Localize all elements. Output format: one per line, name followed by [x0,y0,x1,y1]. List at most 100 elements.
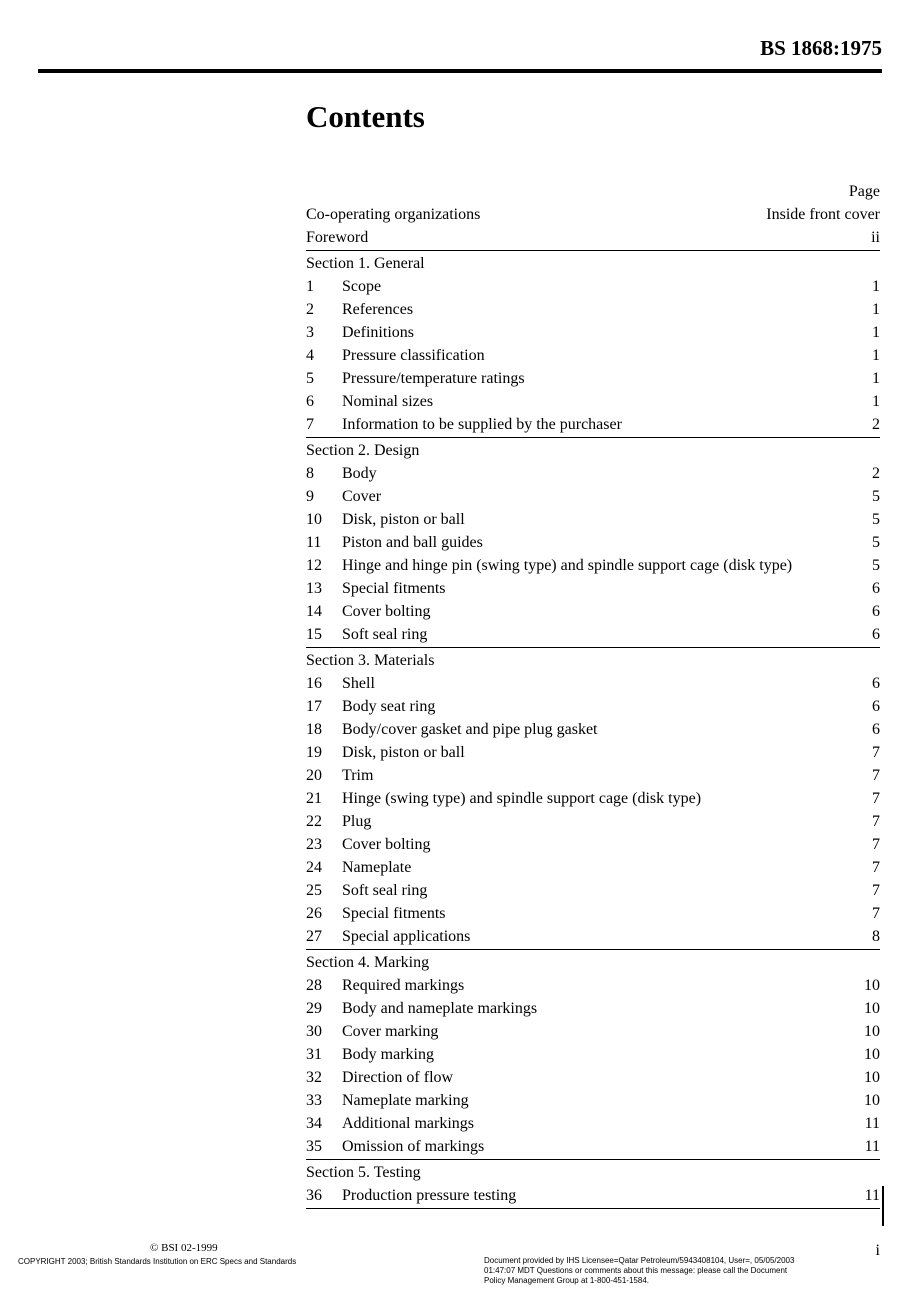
toc-item-label: Required markings [342,974,856,997]
footer-provider: Document provided by IHS Licensee=Qatar … [484,1256,794,1286]
toc-item-number: 4 [306,344,342,367]
toc-item-number: 3 [306,321,342,344]
toc-row: 11Piston and ball guides5 [306,531,880,554]
toc-item-label: Nameplate [342,856,856,879]
toc-item-label: Production pressure testing [342,1184,856,1207]
toc-item-page: 5 [856,531,880,554]
toc-row: 12Hinge and hinge pin (swing type) and s… [306,554,880,577]
footer-provider-line3: Policy Management Group at 1-800-451-158… [484,1276,794,1286]
toc-item-label: Special fitments [342,577,856,600]
section-heading: Section 5. Testing [306,1161,880,1184]
toc-item-label: Foreword [306,226,856,249]
toc-item-page: 10 [856,1089,880,1112]
toc-row: 1Scope1 [306,275,880,298]
toc-item-label: Cover bolting [342,833,856,856]
toc-item-number: 14 [306,600,342,623]
section-rule [306,250,880,251]
toc-item-label: Body and nameplate markings [342,997,856,1020]
toc-row: 32Direction of flow10 [306,1066,880,1089]
toc-item-page: 10 [856,974,880,997]
toc-item-number: 23 [306,833,342,856]
toc-row: 19Disk, piston or ball7 [306,741,880,764]
toc-item-number: 9 [306,485,342,508]
toc-item-number: 30 [306,1020,342,1043]
toc-item-number: 15 [306,623,342,646]
toc-item-label: Plug [342,810,856,833]
toc-item-number: 19 [306,741,342,764]
toc-item-number: 31 [306,1043,342,1066]
toc-item-page: 5 [856,485,880,508]
toc-item-label: Co-operating organizations [306,203,766,226]
toc-item-page: 5 [856,508,880,531]
toc-row: 8Body2 [306,462,880,485]
toc-item-label: Special fitments [342,902,856,925]
toc-item-number: 8 [306,462,342,485]
section-rule [306,949,880,950]
toc-item-label: Information to be supplied by the purcha… [342,413,856,436]
toc-row: 29Body and nameplate markings10 [306,997,880,1020]
document-id: BS 1868:1975 [38,36,882,67]
toc-item-number: 28 [306,974,342,997]
toc-item-page: 2 [856,413,880,436]
footer-bsi: © BSI 02-1999 [150,1242,218,1254]
toc-item-page: 7 [856,787,880,810]
toc-item-number: 18 [306,718,342,741]
toc-item-number: 16 [306,672,342,695]
toc-item-number: 29 [306,997,342,1020]
toc-row: 3Definitions1 [306,321,880,344]
toc-item-page: 10 [856,997,880,1020]
toc-item-number: 11 [306,531,342,554]
toc-item-number: 6 [306,390,342,413]
toc-item-number: 36 [306,1184,342,1207]
toc-item-number: 17 [306,695,342,718]
toc-row: 23Cover bolting7 [306,833,880,856]
toc-item-number: 33 [306,1089,342,1112]
toc-row: Forewordii [306,226,880,249]
toc-row: 33Nameplate marking10 [306,1089,880,1112]
toc-item-label: Piston and ball guides [342,531,856,554]
toc-item-label: Body marking [342,1043,856,1066]
toc-item-page: 7 [856,833,880,856]
toc-item-number: 34 [306,1112,342,1135]
toc-item-label: Definitions [342,321,856,344]
section-heading: Section 2. Design [306,439,880,462]
content-area: Contents Page Co-operating organizations… [306,99,880,1209]
toc-item-page: 8 [856,925,880,948]
toc-item-page: 7 [856,902,880,925]
toc-item-label: Body [342,462,856,485]
toc-row: 27Special applications8 [306,925,880,948]
toc-item-label: Trim [342,764,856,787]
page-column-label-row: Page [306,183,880,201]
toc-item-page: 7 [856,856,880,879]
toc-row: 21Hinge (swing type) and spindle support… [306,787,880,810]
toc-item-number: 20 [306,764,342,787]
toc-item-page: Inside front cover [766,203,880,226]
section-rule [306,1208,880,1209]
toc-item-page: 10 [856,1020,880,1043]
toc-item-page: 1 [856,298,880,321]
toc-row: 34Additional markings11 [306,1112,880,1135]
toc-item-page: 6 [856,623,880,646]
toc-item-page: 10 [856,1066,880,1089]
toc-row: 15Soft seal ring6 [306,623,880,646]
toc-row: 20Trim7 [306,764,880,787]
toc-row: 28Required markings10 [306,974,880,997]
toc-row: 22Plug7 [306,810,880,833]
header-rule [38,69,882,73]
toc-row: 6Nominal sizes1 [306,390,880,413]
toc-item-number: 35 [306,1135,342,1158]
toc-item-page: 6 [856,718,880,741]
toc-item-label: Disk, piston or ball [342,508,856,531]
footer-provider-line1: Document provided by IHS Licensee=Qatar … [484,1256,794,1266]
toc-row: 36Production pressure testing11 [306,1184,880,1207]
toc-item-number: 22 [306,810,342,833]
toc-item-number: 10 [306,508,342,531]
toc-row: 2References1 [306,298,880,321]
toc-item-page: 10 [856,1043,880,1066]
toc-item-number: 7 [306,413,342,436]
toc-item-page: 7 [856,810,880,833]
toc-item-label: Shell [342,672,856,695]
table-of-contents: Co-operating organizationsInside front c… [306,203,880,1209]
toc-item-number: 21 [306,787,342,810]
toc-item-page: 5 [856,554,880,577]
